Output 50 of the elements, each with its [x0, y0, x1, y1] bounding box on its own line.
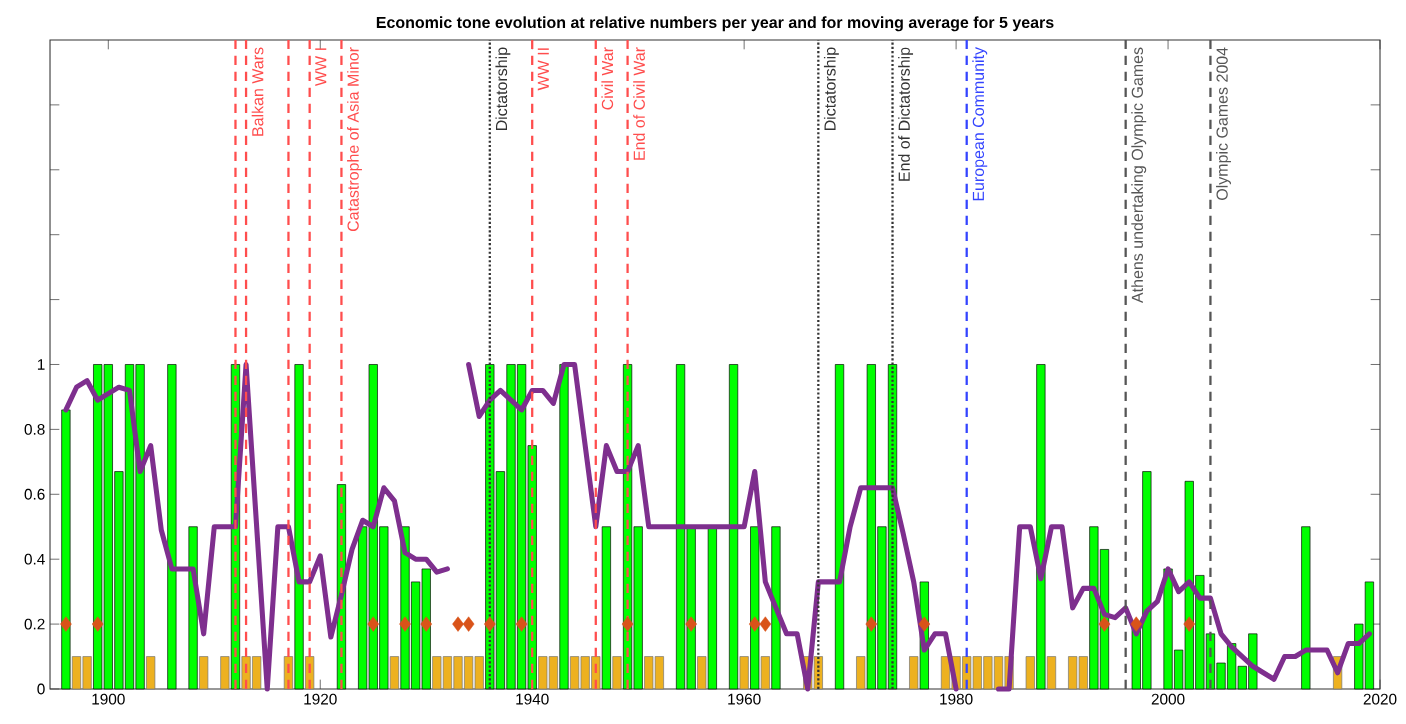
x-tick-label: 1980 [940, 693, 973, 705]
bar [760, 656, 770, 690]
ref-line-label: WW II [537, 48, 549, 91]
ref-line-label: End of Dictatorship [898, 47, 914, 181]
y-tick-label: 0.4 [24, 553, 45, 565]
ref-line-label: End of Civil War [633, 47, 645, 160]
x-tick-label: 2020 [1363, 693, 1397, 705]
bar [1025, 656, 1035, 690]
bar [1036, 364, 1046, 690]
x-tick-label: 1960 [728, 693, 761, 705]
bar [220, 656, 230, 690]
bar [909, 656, 919, 690]
ref-line-label: Balkan Wars [251, 47, 264, 136]
ref-line-label: WW I [315, 48, 327, 86]
bar [167, 364, 177, 690]
ref-line-label: Olympic Games 2004 [1216, 47, 1231, 201]
x-tick-label: 1940 [516, 693, 549, 705]
bar [697, 656, 707, 690]
bar [1046, 656, 1057, 690]
y-tick-label: 0.2 [24, 618, 45, 630]
bar [612, 656, 622, 690]
ref-line-label: Dictatorship [823, 47, 839, 131]
y-tick-label: 1 [37, 359, 45, 370]
y-tick-label: 0.6 [24, 488, 45, 500]
x-tick-label: 2000 [1151, 693, 1185, 705]
ref-line-label: Dictatorship [495, 47, 511, 131]
bar [559, 364, 569, 690]
ref-line-label: Civil War [601, 47, 614, 110]
x-tick-label: 1920 [304, 693, 337, 705]
y-tick-label: 0.8 [24, 423, 45, 435]
bar [739, 656, 749, 690]
ref-line-label: Catastrophe of Asia Minor [347, 47, 362, 232]
x-tick-label: 1900 [92, 693, 125, 705]
chart-title: Economic tone evolution at relative numbers per year and for moving average for 5 years [376, 16, 1054, 32]
bar [601, 526, 611, 690]
ref-line-label: European Community [972, 47, 988, 201]
y-tick-label: 0 [37, 683, 45, 695]
bar [728, 364, 739, 690]
ref-line-label: Athens undertaking Olympic Games [1131, 47, 1147, 304]
bar [750, 526, 760, 690]
bar [199, 656, 209, 690]
bar [856, 656, 866, 690]
bar [61, 409, 71, 690]
bar [294, 364, 304, 690]
bar [146, 656, 156, 690]
bar [1301, 526, 1311, 690]
bar [707, 526, 717, 690]
bar [834, 364, 845, 690]
bar [389, 656, 400, 690]
bar [771, 526, 781, 690]
